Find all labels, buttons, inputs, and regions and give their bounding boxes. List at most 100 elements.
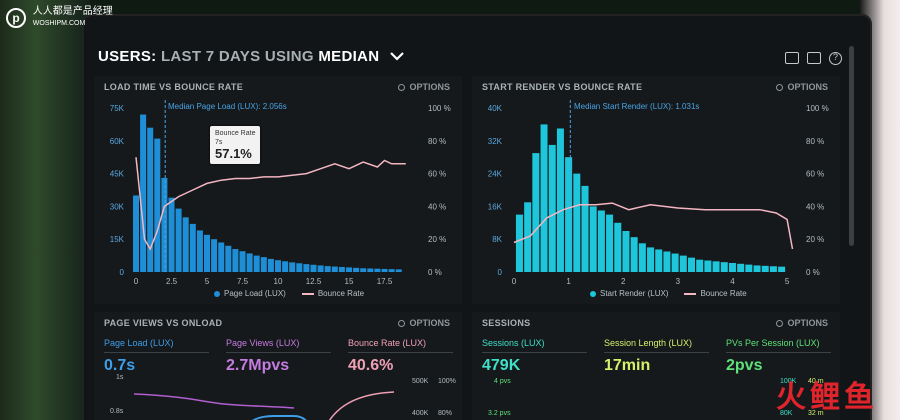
load-time-panel: LOAD TIME VS BOUNCE RATE OPTIONS 75K 60K 4… — [94, 76, 462, 304]
bounce-rate-line — [513, 202, 794, 250]
legend-item[interactable]: Bounce Rate — [301, 289, 364, 298]
gear-icon — [398, 84, 406, 92]
legend-item[interactable]: Bounce Rate — [684, 289, 747, 298]
page-views-sparklines — [133, 391, 395, 420]
bar — [310, 264, 317, 272]
tick-label: 400K — [412, 410, 429, 417]
options-button[interactable]: OPTIONS — [398, 82, 450, 92]
y2-tick-label: 100 % — [806, 104, 829, 113]
watermark: p 人人都是产品经理 WOSHIPM.COM — [6, 6, 113, 30]
y-tick-label: 32K — [488, 137, 503, 146]
bar — [317, 265, 324, 272]
tick-label: 40 m — [808, 378, 824, 385]
bar — [761, 265, 769, 272]
options-button[interactable]: OPTIONS — [776, 82, 828, 92]
bar — [289, 262, 296, 272]
bar — [367, 268, 374, 272]
x-tick-label: 5 — [205, 277, 210, 286]
y2-tick-label: 60 % — [428, 170, 446, 179]
metric-page-load[interactable]: Page Load (LUX) 0.7s — [104, 338, 209, 375]
gear-icon — [398, 320, 406, 328]
bar — [353, 267, 360, 272]
bar — [253, 255, 260, 272]
page-views-panel: PAGE VIEWS VS ONLOAD OPTIONS Page Load (… — [94, 312, 462, 420]
legend: Page Load (LUX) Bounce Rate — [214, 289, 364, 298]
x-tick-label: 15 — [345, 277, 354, 286]
bar — [282, 261, 289, 272]
bar — [614, 222, 622, 272]
x-tick-label: 2 — [621, 277, 626, 286]
tooltip: Bounce Rate 7s 57.1% — [210, 126, 261, 164]
bar — [161, 177, 168, 272]
bar — [696, 259, 704, 272]
y-tick-label: 40K — [488, 104, 503, 113]
options-button[interactable]: OPTIONS — [776, 318, 828, 328]
bar — [679, 255, 687, 272]
tick-label: 0.8s — [110, 408, 124, 415]
metric-sessions[interactable]: Sessions (LUX) 479K — [482, 338, 587, 375]
x-tick-label: 0 — [512, 277, 517, 286]
x-tick-label: 0 — [134, 277, 139, 286]
bar — [769, 266, 777, 272]
tick-label: 4 pvs — [494, 378, 511, 385]
y-tick-label: 45K — [110, 170, 125, 179]
options-button[interactable]: OPTIONS — [398, 318, 450, 328]
tick-label: 100K — [780, 378, 797, 385]
expand-icon[interactable] — [807, 52, 821, 64]
bar — [606, 214, 614, 272]
y-tick-label: 15K — [110, 235, 125, 244]
bar — [338, 266, 345, 272]
bar — [140, 114, 147, 272]
x-tick-label: 10 — [274, 277, 283, 286]
bar — [622, 231, 630, 272]
bar — [218, 242, 225, 272]
title-using: USING — [264, 48, 314, 65]
median-label: Median Start Render (LUX): 1.031s — [574, 102, 700, 111]
y2-tick-label: 100 % — [428, 104, 451, 113]
watermark-text: 人人都是产品经理 — [32, 6, 113, 17]
bar — [374, 268, 381, 272]
y2-tick-label: 20 % — [428, 235, 446, 244]
y-tick-label: 75K — [110, 104, 125, 113]
start-render-panel: START RENDER VS BOUNCE RATE OPTIONS 40K 3… — [472, 76, 840, 304]
bar — [260, 257, 267, 272]
monitor-icon[interactable] — [785, 52, 799, 64]
tick-label: 32 m — [808, 410, 824, 417]
bar — [189, 223, 196, 272]
chevron-down-icon[interactable] — [390, 48, 404, 65]
bar — [225, 245, 232, 272]
bar — [720, 262, 728, 272]
y2-tick-label: 80 % — [428, 137, 446, 146]
y2-tick-label: 40 % — [806, 202, 824, 211]
bar — [704, 260, 712, 272]
bar — [647, 247, 655, 272]
bar — [232, 249, 239, 272]
metric-page-views[interactable]: Page Views (LUX) 2.7Mpvs — [226, 338, 331, 375]
watermark-sub: WOSHIPM.COM — [32, 20, 86, 27]
panel-title: SESSIONS — [482, 318, 531, 328]
title-metric: MEDIAN — [318, 48, 380, 65]
y-tick-label: 60K — [110, 137, 125, 146]
metric-session-length[interactable]: Session Length (LUX) 17min — [604, 338, 709, 375]
bar — [671, 253, 679, 272]
bar — [663, 251, 671, 272]
tick-label: 1s — [116, 374, 124, 381]
bar — [168, 197, 175, 272]
y2-tick-label: 20 % — [806, 235, 824, 244]
tick-label: 100% — [438, 378, 456, 385]
bar — [573, 173, 581, 272]
legend-item[interactable]: Start Render (LUX) — [590, 289, 668, 298]
scrollbar[interactable] — [849, 46, 854, 246]
y2-tick-label: 40 % — [428, 202, 446, 211]
legend-item[interactable]: Page Load (LUX) — [214, 289, 286, 298]
metric-bounce-rate[interactable]: Bounce Rate (LUX) 40.6% — [348, 338, 453, 375]
bar — [540, 124, 548, 273]
help-icon[interactable]: ? — [829, 52, 842, 65]
bar — [211, 239, 218, 272]
y-tick-label: 30K — [110, 202, 125, 211]
metric-pvs-per-session[interactable]: PVs Per Session (LUX) 2pvs — [726, 338, 831, 375]
y2-tick-label: 80 % — [806, 137, 824, 146]
page-title[interactable]: USERS: LAST 7 DAYS USING MEDIAN — [98, 48, 404, 65]
legend-line-icon — [684, 292, 697, 295]
y2-tick-label: 0 % — [806, 268, 820, 277]
